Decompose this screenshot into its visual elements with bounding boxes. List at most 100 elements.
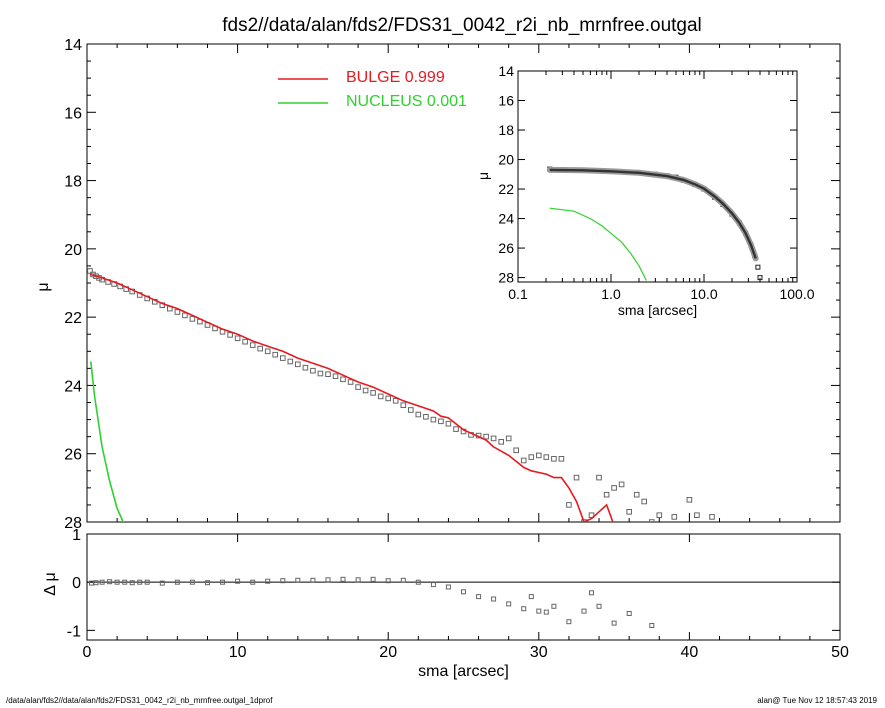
series-bulge-line	[89, 273, 614, 522]
main-series-group	[87, 268, 715, 522]
residual-point	[107, 579, 113, 585]
residual-point	[415, 579, 421, 585]
inset-y-tick-label: 20	[498, 152, 514, 168]
data-point	[558, 456, 565, 462]
residual-point	[137, 579, 143, 585]
residual-point	[144, 579, 150, 585]
data-point	[649, 519, 655, 522]
residual-point	[476, 594, 482, 600]
main-y-tick-label: 20	[64, 242, 82, 259]
data-point	[317, 370, 324, 377]
data-point	[709, 514, 715, 520]
chart-title: fds2//data/alan/fds2/FDS31_0042_r2i_nb_m…	[222, 15, 702, 36]
data-point	[400, 402, 407, 408]
data-point	[423, 414, 429, 420]
inset-data-point	[757, 275, 763, 281]
inset-y-tick-label: 16	[498, 93, 514, 109]
residual-point	[114, 579, 120, 585]
inset-y-tick-label: 22	[498, 181, 514, 197]
footer-filepath: /data/alan/fds2//data/alan/fds2/FDS31_00…	[6, 696, 273, 705]
residual-point	[159, 580, 165, 586]
residual-point	[370, 576, 376, 582]
data-point	[87, 268, 93, 274]
data-point	[603, 491, 610, 498]
residual-point	[355, 577, 361, 583]
residual-point	[491, 596, 497, 602]
residual-point	[93, 580, 99, 586]
inset-x-tick-label: 1.0	[601, 286, 621, 302]
inset-x-tick-label: 10.0	[690, 286, 717, 302]
data-point	[332, 373, 339, 379]
residual-point	[543, 609, 549, 615]
residual-point	[611, 620, 617, 626]
residual-y-tick-label: 1	[72, 527, 81, 544]
residual-point	[649, 623, 655, 628]
residual-point	[122, 579, 128, 585]
data-point	[174, 309, 181, 315]
main-y-axis-label: μ	[35, 282, 52, 291]
main-panel: 14 16 18 20 22 24 26 28 μ BULGE 0.999 NUCLEUS 0.00…	[35, 37, 841, 532]
residual-point	[461, 589, 466, 595]
legend-label: BULGE 0.999	[346, 69, 445, 86]
residual-point	[400, 577, 406, 583]
data-point	[430, 416, 437, 423]
footer-timestamp: alan@ Tue Nov 12 18:57:43 2019	[757, 696, 877, 705]
data-point	[264, 348, 271, 355]
residual-point	[129, 580, 135, 586]
data-point	[686, 497, 693, 503]
data-point	[528, 454, 535, 460]
data-point	[618, 481, 625, 488]
inset-y-axis-label: μ	[475, 172, 491, 180]
main-y-tick-label: 28	[64, 515, 82, 532]
residual-x-tick-label: 20	[379, 644, 397, 661]
residual-point	[589, 590, 594, 596]
residual-point	[295, 577, 301, 583]
residual-point	[235, 578, 241, 584]
data-point	[671, 514, 678, 520]
residual-point	[528, 594, 534, 600]
inset-y-tick-label: 18	[498, 122, 514, 138]
data-point	[543, 454, 550, 460]
inset-y-tick-label: 14	[498, 63, 514, 79]
series-nucleus-line	[90, 361, 125, 522]
data-point	[257, 345, 263, 352]
residual-point	[506, 601, 512, 607]
data-point	[513, 447, 520, 454]
data-point	[445, 420, 452, 427]
inset-y-tick-label: 26	[498, 240, 514, 256]
data-point	[498, 439, 504, 445]
main-y-tick-label: 14	[64, 37, 82, 54]
residual-y-tick-label: 0	[72, 575, 81, 592]
data-point	[189, 316, 196, 322]
inset-x-tick-label: 100.0	[779, 286, 814, 302]
data-point	[272, 351, 278, 358]
data-point	[566, 502, 572, 508]
data-point	[505, 435, 512, 442]
residual-x-tick-label: 10	[229, 644, 247, 661]
inset-x-tick-label: 0.1	[508, 286, 528, 302]
data-point	[355, 384, 361, 390]
residual-x-tick-label: 0	[83, 644, 92, 661]
inset-nucleus-line	[549, 207, 647, 281]
data-point	[573, 474, 580, 481]
residual-point	[325, 577, 331, 583]
data-point	[370, 390, 376, 396]
residual-point	[265, 578, 271, 584]
data-point	[234, 335, 241, 342]
data-point	[415, 411, 422, 418]
data-point	[227, 332, 233, 338]
residual-point	[385, 578, 391, 584]
data-point	[490, 435, 497, 442]
data-point	[438, 418, 444, 425]
main-y-tick-label: 24	[64, 378, 82, 395]
residual-point	[521, 606, 527, 612]
inset-data-point	[755, 264, 761, 270]
data-point	[588, 512, 595, 519]
data-point	[626, 509, 633, 515]
data-point	[347, 379, 354, 385]
inset-model-line	[549, 168, 757, 259]
residual-x-axis-label: sma [arcsec]	[418, 663, 509, 680]
data-point	[325, 371, 331, 377]
data-point	[310, 367, 316, 374]
